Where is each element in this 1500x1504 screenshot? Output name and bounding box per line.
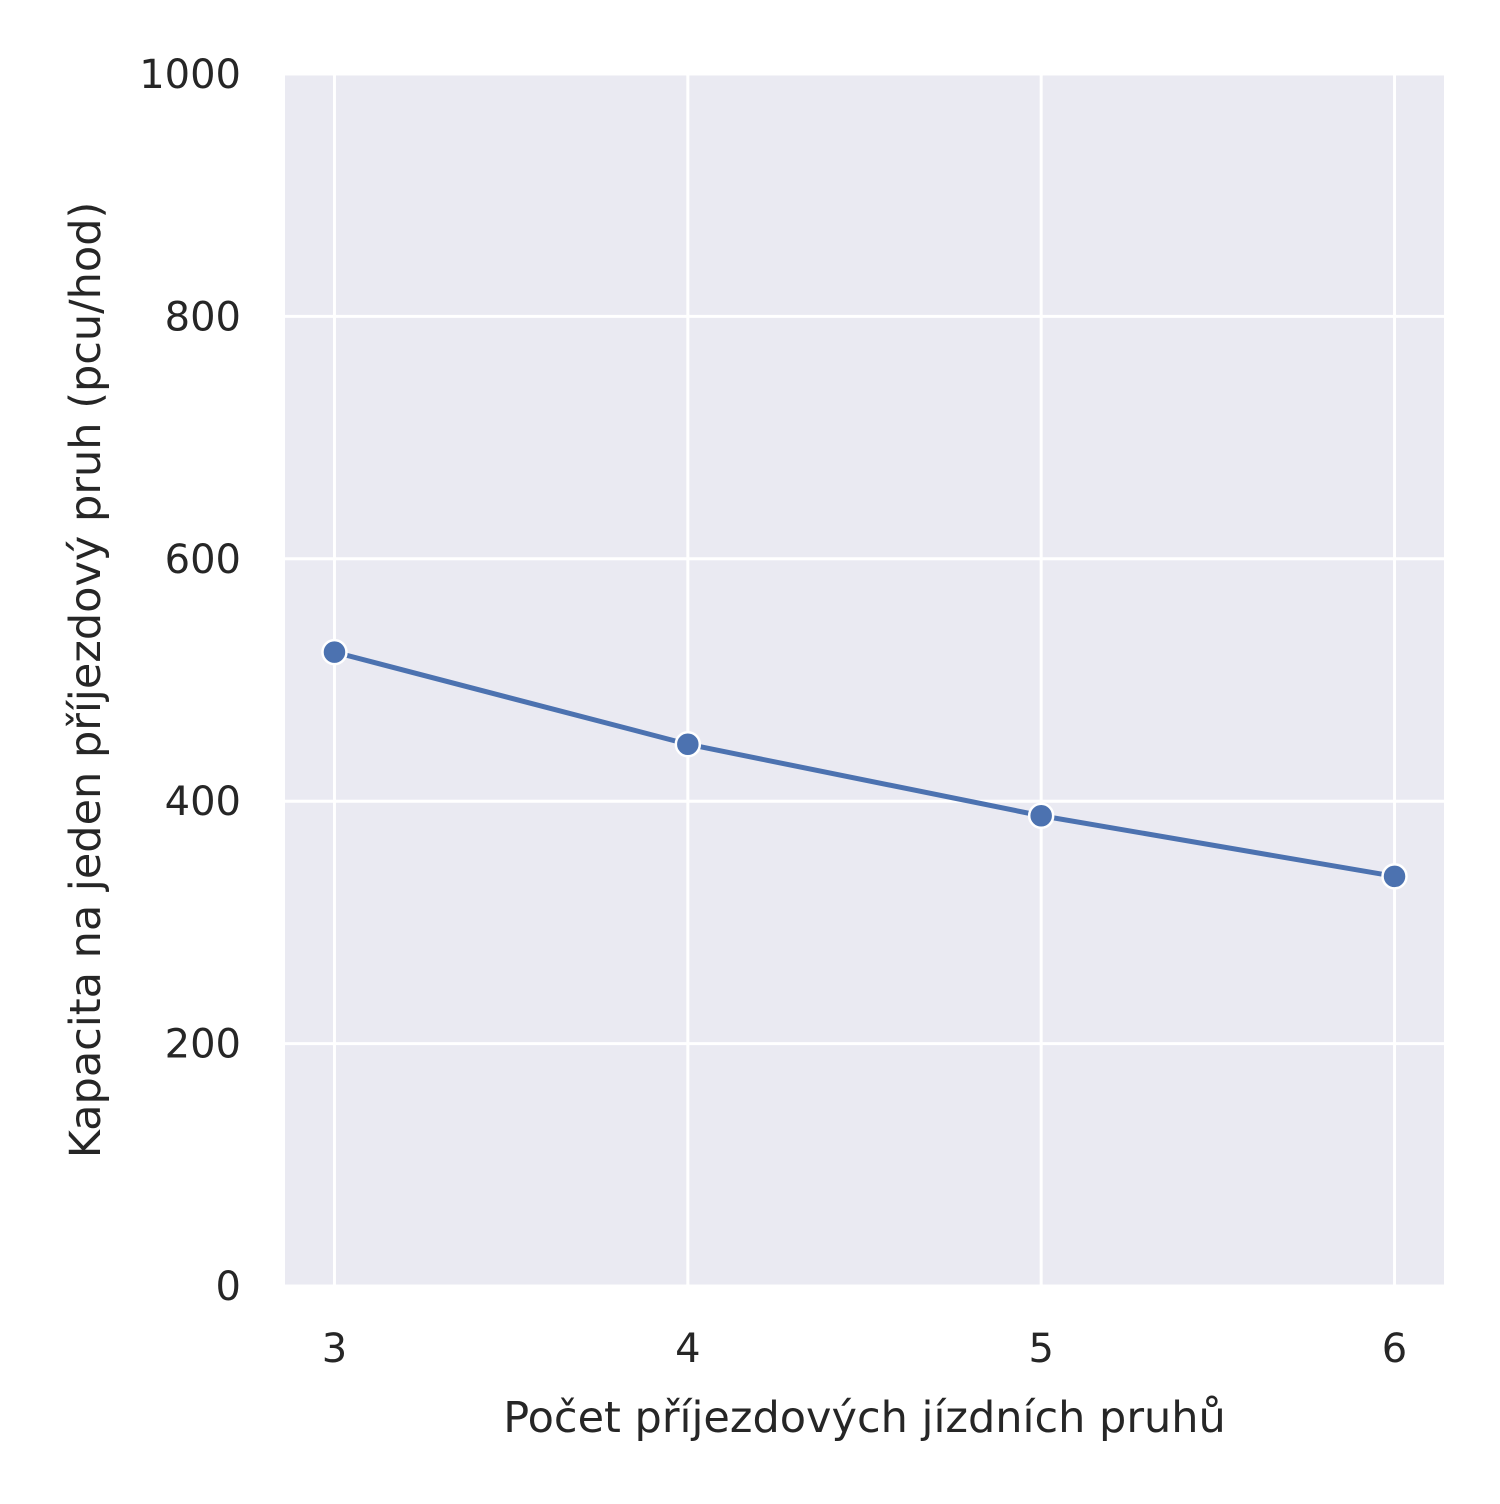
data-point-marker xyxy=(674,730,702,758)
series-line xyxy=(331,649,1398,879)
plot-area xyxy=(285,74,1444,1286)
y-tick-label: 200 xyxy=(165,1022,241,1068)
y-tick-labels: 0 200 400 600 800 1000 xyxy=(139,52,241,1310)
data-point-marker xyxy=(1027,802,1055,829)
data-point-marker xyxy=(321,638,348,666)
x-tick-label: 5 xyxy=(1028,1326,1053,1372)
y-tick-label: 600 xyxy=(165,537,241,583)
y-tick-label: 1000 xyxy=(139,52,241,98)
x-tick-label: 4 xyxy=(675,1326,700,1372)
x-tick-label: 6 xyxy=(1382,1326,1407,1372)
y-tick-label: 800 xyxy=(165,294,241,340)
y-tick-label: 0 xyxy=(216,1264,241,1310)
series-layer xyxy=(321,638,1408,890)
y-axis-label: Kapacita na jeden příjezdový pruh (pcu/h… xyxy=(61,202,111,1159)
grid-lines xyxy=(285,72,1444,1288)
x-axis-label: Počet příjezdových jízdních pruhů xyxy=(503,1393,1226,1443)
data-point-marker xyxy=(1381,863,1408,890)
x-tick-label: 3 xyxy=(322,1326,347,1372)
x-tick-labels: 3 4 5 6 xyxy=(322,1326,1408,1372)
y-tick-label: 400 xyxy=(165,779,241,825)
